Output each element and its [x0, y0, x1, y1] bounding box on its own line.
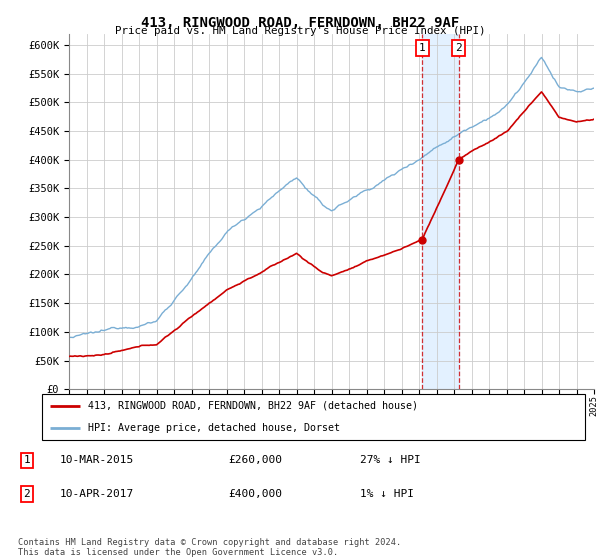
Text: 10-MAR-2015: 10-MAR-2015 — [60, 455, 134, 465]
FancyBboxPatch shape — [42, 394, 585, 440]
Text: Price paid vs. HM Land Registry's House Price Index (HPI): Price paid vs. HM Land Registry's House … — [115, 26, 485, 36]
Bar — [422, 34, 459, 389]
Text: 413, RINGWOOD ROAD, FERNDOWN, BH22 9AF: 413, RINGWOOD ROAD, FERNDOWN, BH22 9AF — [141, 16, 459, 30]
Text: 10-APR-2017: 10-APR-2017 — [60, 489, 134, 499]
Text: HPI: Average price, detached house, Dorset: HPI: Average price, detached house, Dors… — [88, 423, 340, 433]
Text: £260,000: £260,000 — [228, 455, 282, 465]
Text: 2: 2 — [23, 489, 31, 499]
Text: £400,000: £400,000 — [228, 489, 282, 499]
Text: 1: 1 — [419, 43, 426, 53]
Text: Contains HM Land Registry data © Crown copyright and database right 2024.
This d: Contains HM Land Registry data © Crown c… — [18, 538, 401, 557]
Text: 1% ↓ HPI: 1% ↓ HPI — [360, 489, 414, 499]
Text: 413, RINGWOOD ROAD, FERNDOWN, BH22 9AF (detached house): 413, RINGWOOD ROAD, FERNDOWN, BH22 9AF (… — [88, 400, 418, 410]
Text: 2: 2 — [455, 43, 462, 53]
Text: 27% ↓ HPI: 27% ↓ HPI — [360, 455, 421, 465]
Text: 1: 1 — [23, 455, 31, 465]
